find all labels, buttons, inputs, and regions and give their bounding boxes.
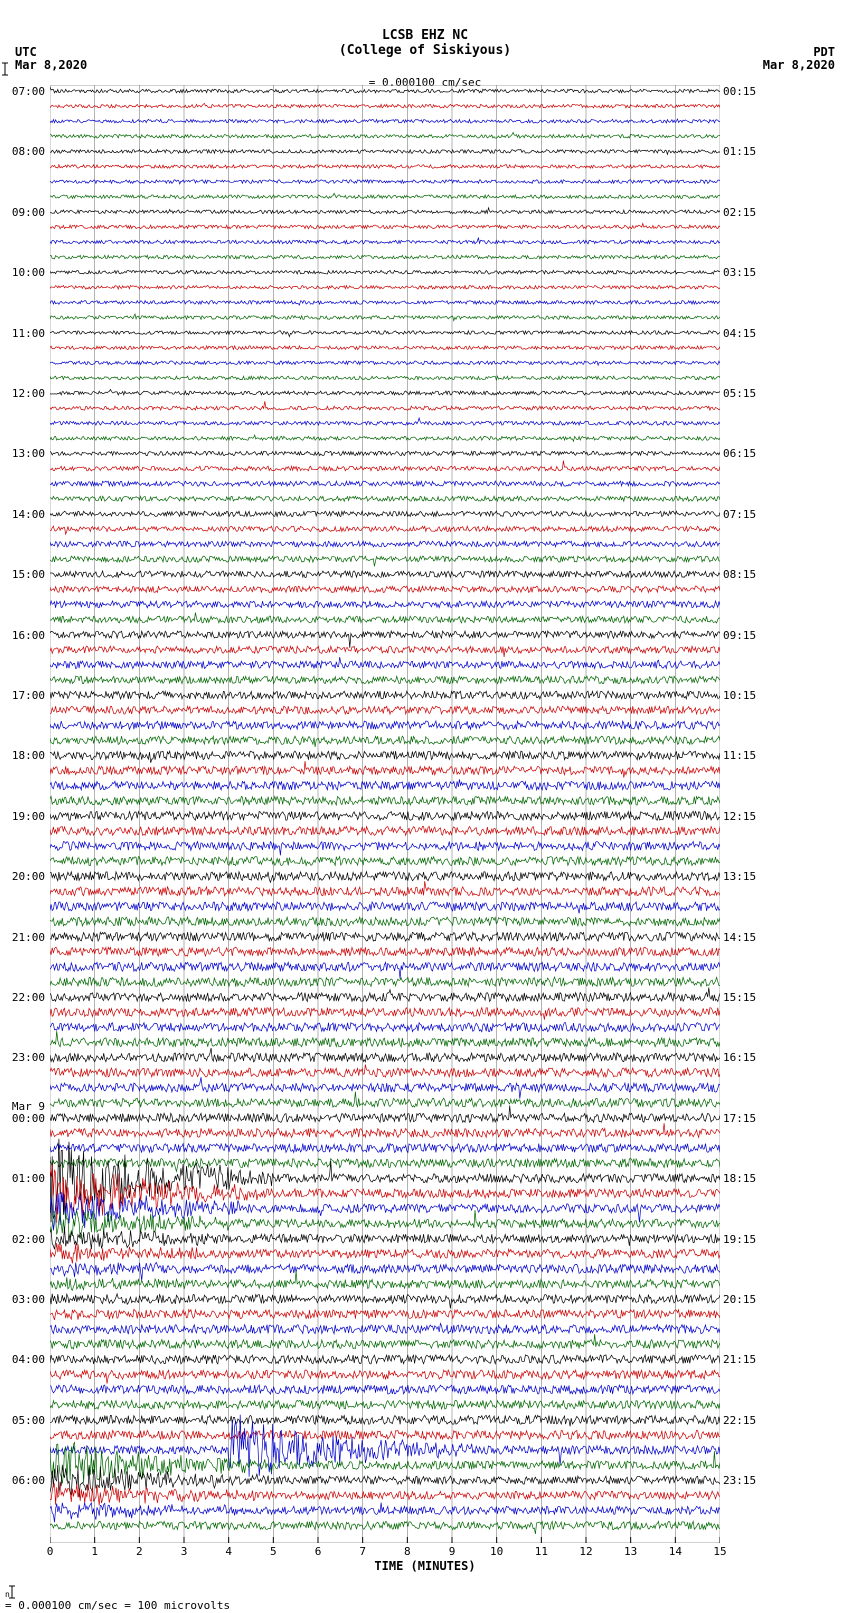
time-label-right: 07:15 <box>723 508 763 521</box>
time-label-left: 07:00 <box>5 85 45 98</box>
time-label-right: 23:15 <box>723 1474 763 1487</box>
time-label-left: 04:00 <box>5 1353 45 1366</box>
time-label-right: 03:15 <box>723 266 763 279</box>
time-label-left: 18:00 <box>5 749 45 762</box>
time-label-left: 14:00 <box>5 508 45 521</box>
x-tick-label: 11 <box>531 1545 551 1558</box>
time-label-right: 20:15 <box>723 1293 763 1306</box>
time-label-right: 14:15 <box>723 931 763 944</box>
time-label-right: 02:15 <box>723 206 763 219</box>
x-tick-label: 9 <box>442 1545 462 1558</box>
x-tick-label: 4 <box>219 1545 239 1558</box>
timezone-left: UTC <box>15 45 37 59</box>
x-tick-label: 5 <box>263 1545 283 1558</box>
header: LCSB EHZ NC (College of Siskiyous) = 0.0… <box>0 28 850 89</box>
plot-area <box>50 85 720 1543</box>
helicorder-plot <box>50 85 720 1543</box>
x-tick-label: 6 <box>308 1545 328 1558</box>
x-tick-label: 3 <box>174 1545 194 1558</box>
time-label-left: 20:00 <box>5 870 45 883</box>
x-tick-label: 7 <box>353 1545 373 1558</box>
x-tick-label: 1 <box>85 1545 105 1558</box>
time-label-left: 10:00 <box>5 266 45 279</box>
station-id: LCSB EHZ NC <box>0 28 850 43</box>
time-label-left: 03:00 <box>5 1293 45 1306</box>
x-tick-label: 14 <box>665 1545 685 1558</box>
date-right: Mar 8,2020 <box>763 58 835 72</box>
x-tick-label: 12 <box>576 1545 596 1558</box>
date-left: Mar 8,2020 <box>15 58 87 72</box>
time-label-left: 08:00 <box>5 145 45 158</box>
time-label-right: 08:15 <box>723 568 763 581</box>
time-label-right: 12:15 <box>723 810 763 823</box>
time-label-left: 13:00 <box>5 447 45 460</box>
footer-text: = 0.000100 cm/sec = 100 microvolts <box>5 1599 230 1612</box>
time-label-right: 17:15 <box>723 1112 763 1125</box>
helicorder-container: LCSB EHZ NC (College of Siskiyous) = 0.0… <box>0 0 850 1613</box>
time-label-left: 17:00 <box>5 689 45 702</box>
x-tick-label: 15 <box>710 1545 730 1558</box>
time-label-left: 23:00 <box>5 1051 45 1064</box>
time-label-right: 16:15 <box>723 1051 763 1064</box>
timezone-right: PDT <box>813 45 835 59</box>
x-axis-title: TIME (MINUTES) <box>0 1559 850 1573</box>
time-label-right: 11:15 <box>723 749 763 762</box>
station-name: (College of Siskiyous) <box>0 43 850 58</box>
time-label-left: 19:00 <box>5 810 45 823</box>
time-label-left: 21:00 <box>5 931 45 944</box>
time-label-left: 16:00 <box>5 629 45 642</box>
svg-text:n: n <box>5 1590 10 1599</box>
time-label-left: 15:00 <box>5 568 45 581</box>
time-label-left: 00:00 <box>5 1112 45 1125</box>
time-label-right: 06:15 <box>723 447 763 460</box>
time-label-right: 09:15 <box>723 629 763 642</box>
time-label-right: 15:15 <box>723 991 763 1004</box>
time-label-left: 05:00 <box>5 1414 45 1427</box>
x-tick-label: 10 <box>487 1545 507 1558</box>
x-tick-label: 2 <box>129 1545 149 1558</box>
x-tick-label: 8 <box>397 1545 417 1558</box>
time-label-right: 18:15 <box>723 1172 763 1185</box>
time-label-left: 02:00 <box>5 1233 45 1246</box>
time-label-left: 12:00 <box>5 387 45 400</box>
time-label-right: 13:15 <box>723 870 763 883</box>
time-label-right: 04:15 <box>723 327 763 340</box>
time-label-right: 19:15 <box>723 1233 763 1246</box>
time-label-left: 06:00 <box>5 1474 45 1487</box>
time-label-left: 09:00 <box>5 206 45 219</box>
time-label-right: 05:15 <box>723 387 763 400</box>
time-label-left: 11:00 <box>5 327 45 340</box>
time-label-right: 22:15 <box>723 1414 763 1427</box>
time-label-right: 00:15 <box>723 85 763 98</box>
time-label-right: 01:15 <box>723 145 763 158</box>
time-label-right: 21:15 <box>723 1353 763 1366</box>
x-tick-label: 13 <box>621 1545 641 1558</box>
time-label-left: 01:00 <box>5 1172 45 1185</box>
time-label-left: 22:00 <box>5 991 45 1004</box>
x-tick-label: 0 <box>40 1545 60 1558</box>
footer-scale: n = 0.000100 cm/sec = 100 microvolts <box>5 1585 230 1612</box>
time-label-right: 10:15 <box>723 689 763 702</box>
